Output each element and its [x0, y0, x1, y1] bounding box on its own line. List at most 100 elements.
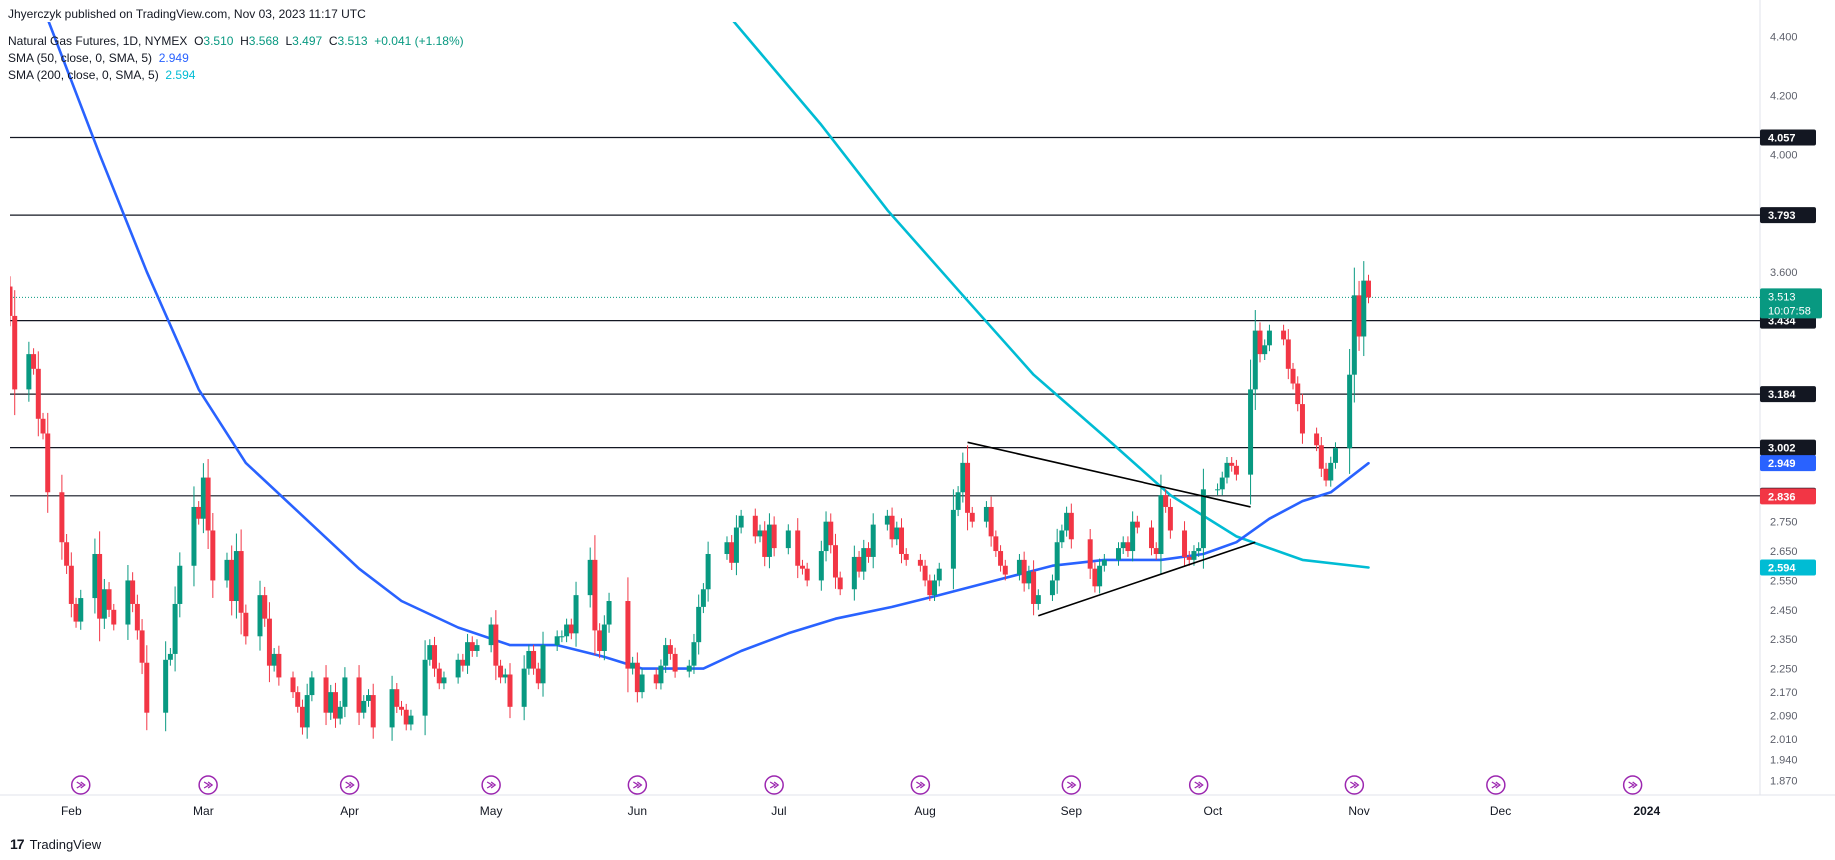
candle-body — [304, 695, 310, 728]
level-badge-label: 3.434 — [1768, 316, 1796, 328]
candle-body — [922, 565, 928, 581]
high-value: 3.568 — [248, 34, 279, 48]
candle-body — [965, 462, 971, 513]
tradingview-brand[interactable]: 17 TradingView — [10, 836, 101, 852]
candle-body — [865, 548, 871, 557]
candle-body — [1087, 539, 1093, 569]
candle-body — [1295, 383, 1301, 405]
candle-body — [493, 624, 499, 666]
candle-body — [1130, 521, 1136, 552]
candle-body — [870, 524, 876, 557]
candle-body — [1248, 389, 1254, 475]
candle-body — [465, 642, 471, 666]
change-value: +0.041 (+1.18%) — [374, 34, 464, 48]
candle-body — [851, 556, 857, 590]
candle-body — [1266, 330, 1272, 346]
candle-body — [502, 674, 508, 678]
candle-body — [1191, 551, 1197, 560]
candle-body — [432, 645, 438, 669]
candle-body — [436, 668, 442, 684]
event-marker-icon[interactable] — [198, 775, 218, 795]
candle-body — [229, 559, 235, 602]
tradingview-logo-icon: 17 — [10, 836, 25, 852]
y-tick-label: 2.250 — [1770, 664, 1798, 676]
symbol-name[interactable]: Natural Gas Futures, 1D, NYMEX — [8, 34, 188, 48]
candle-body — [167, 653, 173, 660]
candle-body — [1262, 345, 1268, 355]
candle-body — [342, 677, 348, 707]
y-tick-label: 3.600 — [1770, 267, 1798, 279]
y-tick-label: 2.010 — [1770, 734, 1798, 746]
event-marker-icon[interactable] — [1061, 775, 1082, 795]
candle-body — [705, 553, 711, 590]
last-price-label: 3.513 — [1768, 291, 1796, 303]
candle-body — [1059, 530, 1065, 543]
candle-body — [262, 595, 268, 619]
event-marker-icon[interactable] — [627, 775, 648, 795]
open-value: 3.510 — [203, 34, 234, 48]
x-tick-label: Mar — [193, 804, 214, 818]
candle-body — [460, 659, 466, 666]
candle-body — [12, 315, 18, 390]
event-marker-icon[interactable] — [764, 775, 784, 795]
candle-body — [130, 580, 136, 604]
candle-body — [1101, 559, 1107, 566]
candle-body — [667, 645, 673, 654]
candle-body — [998, 551, 1004, 566]
candle-body — [1347, 374, 1353, 449]
sma200-line — [732, 22, 1370, 569]
tradingview-name: TradingView — [29, 836, 102, 852]
candle-body — [389, 689, 395, 728]
candle-body — [1314, 433, 1320, 446]
level-badge-label: 3.184 — [1768, 389, 1796, 401]
candle-body — [257, 595, 263, 637]
candle-body — [59, 492, 65, 543]
candle-body — [1163, 495, 1169, 507]
x-tick-label: Nov — [1348, 804, 1369, 818]
candle-body — [804, 568, 810, 581]
candle-body — [531, 650, 537, 669]
candle-body — [568, 624, 574, 634]
event-marker-icon[interactable] — [481, 775, 501, 795]
candle-body — [1167, 506, 1173, 531]
candle-body — [1002, 565, 1008, 575]
event-marker-icon[interactable] — [1188, 775, 1209, 795]
event-marker-icon[interactable] — [910, 775, 931, 795]
candle-body — [224, 559, 230, 581]
candle-body — [1299, 404, 1305, 434]
candle-body — [163, 659, 169, 713]
x-tick-label: Sep — [1061, 804, 1083, 818]
candle-body — [1229, 462, 1235, 466]
symbol-ohlc-line: Natural Gas Futures, 1D, NYMEX O3.510 H3… — [8, 33, 464, 49]
candle-body — [40, 418, 46, 434]
candle-body — [526, 650, 532, 669]
candle-body — [1351, 295, 1357, 375]
sma200-legend[interactable]: SMA (200, close, 0, SMA, 5) 2.594 — [8, 67, 195, 83]
candle-body — [1285, 339, 1291, 369]
candle-body — [97, 553, 103, 619]
candle-body — [729, 542, 735, 563]
event-marker-icon[interactable] — [1622, 775, 1643, 795]
event-marker-icon[interactable] — [71, 775, 91, 795]
candle-body — [238, 551, 244, 613]
candle-body — [818, 551, 824, 581]
level-badge — [1760, 129, 1816, 146]
event-marker-icon[interactable] — [339, 775, 360, 795]
event-marker-icon[interactable] — [1486, 775, 1506, 795]
sma50-value: 2.949 — [158, 51, 189, 65]
candle-body — [969, 512, 975, 522]
candle-body — [45, 433, 51, 493]
indicator-price-badge-label: 2.949 — [1768, 458, 1796, 470]
candle-body — [634, 662, 640, 693]
candle-body — [1097, 565, 1103, 587]
candle-body — [795, 530, 801, 566]
y-tick-label: 4.200 — [1770, 90, 1798, 102]
event-marker-icon[interactable] — [1344, 775, 1365, 795]
candle-body — [309, 677, 315, 696]
candle-body — [903, 553, 909, 560]
candle-body — [1332, 448, 1338, 463]
sma50-legend[interactable]: SMA (50, close, 0, SMA, 5) 2.949 — [8, 50, 189, 66]
candle-body — [125, 580, 131, 625]
candle-body — [592, 559, 598, 631]
